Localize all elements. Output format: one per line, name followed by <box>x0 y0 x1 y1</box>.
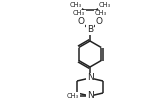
Text: B: B <box>87 25 93 34</box>
Text: N: N <box>87 74 93 83</box>
Text: O: O <box>96 17 103 26</box>
Text: CH₃: CH₃ <box>73 10 85 16</box>
Text: CH₃: CH₃ <box>67 93 79 99</box>
Text: O: O <box>77 17 84 26</box>
Text: CH₃: CH₃ <box>69 2 81 8</box>
Text: CH₃: CH₃ <box>99 2 111 8</box>
Text: N: N <box>87 91 93 101</box>
Text: CH₃: CH₃ <box>95 10 107 16</box>
